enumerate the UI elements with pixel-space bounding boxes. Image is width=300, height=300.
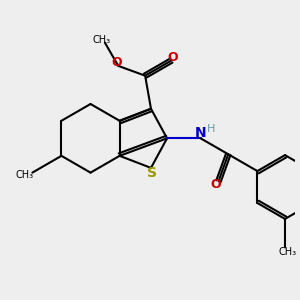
Text: S: S: [147, 166, 157, 180]
Text: CH₃: CH₃: [93, 35, 111, 45]
Text: H: H: [207, 124, 215, 134]
Text: CH₃: CH₃: [278, 247, 296, 257]
Text: CH₃: CH₃: [16, 170, 34, 180]
Text: O: O: [210, 178, 221, 190]
Text: O: O: [167, 51, 178, 64]
Text: N: N: [195, 126, 206, 140]
Text: O: O: [112, 56, 122, 70]
